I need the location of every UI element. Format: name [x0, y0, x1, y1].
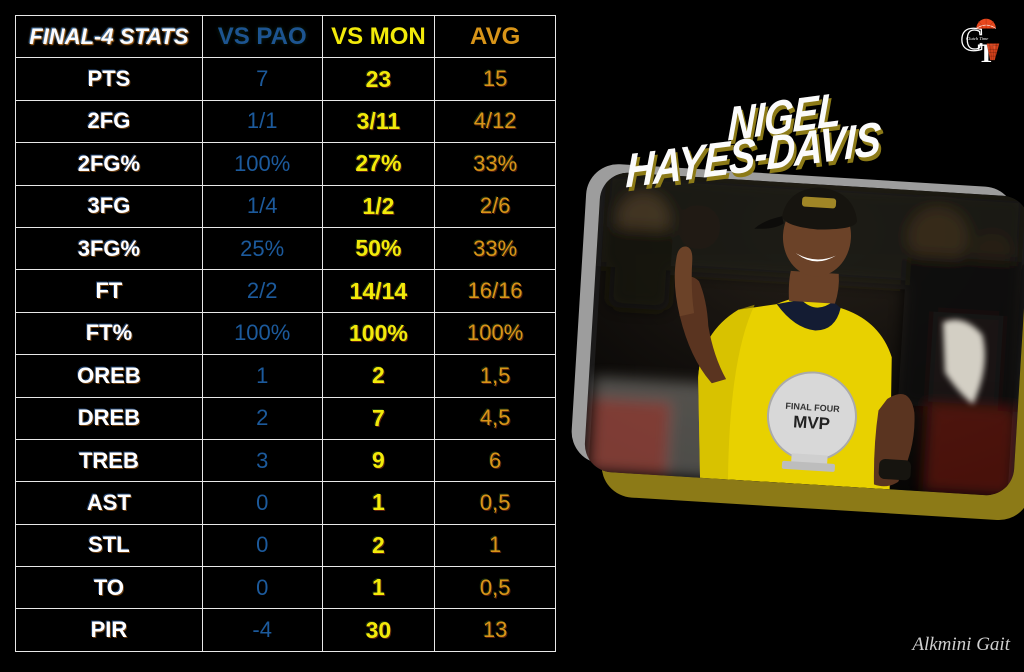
- svg-text:MVP: MVP: [793, 412, 831, 433]
